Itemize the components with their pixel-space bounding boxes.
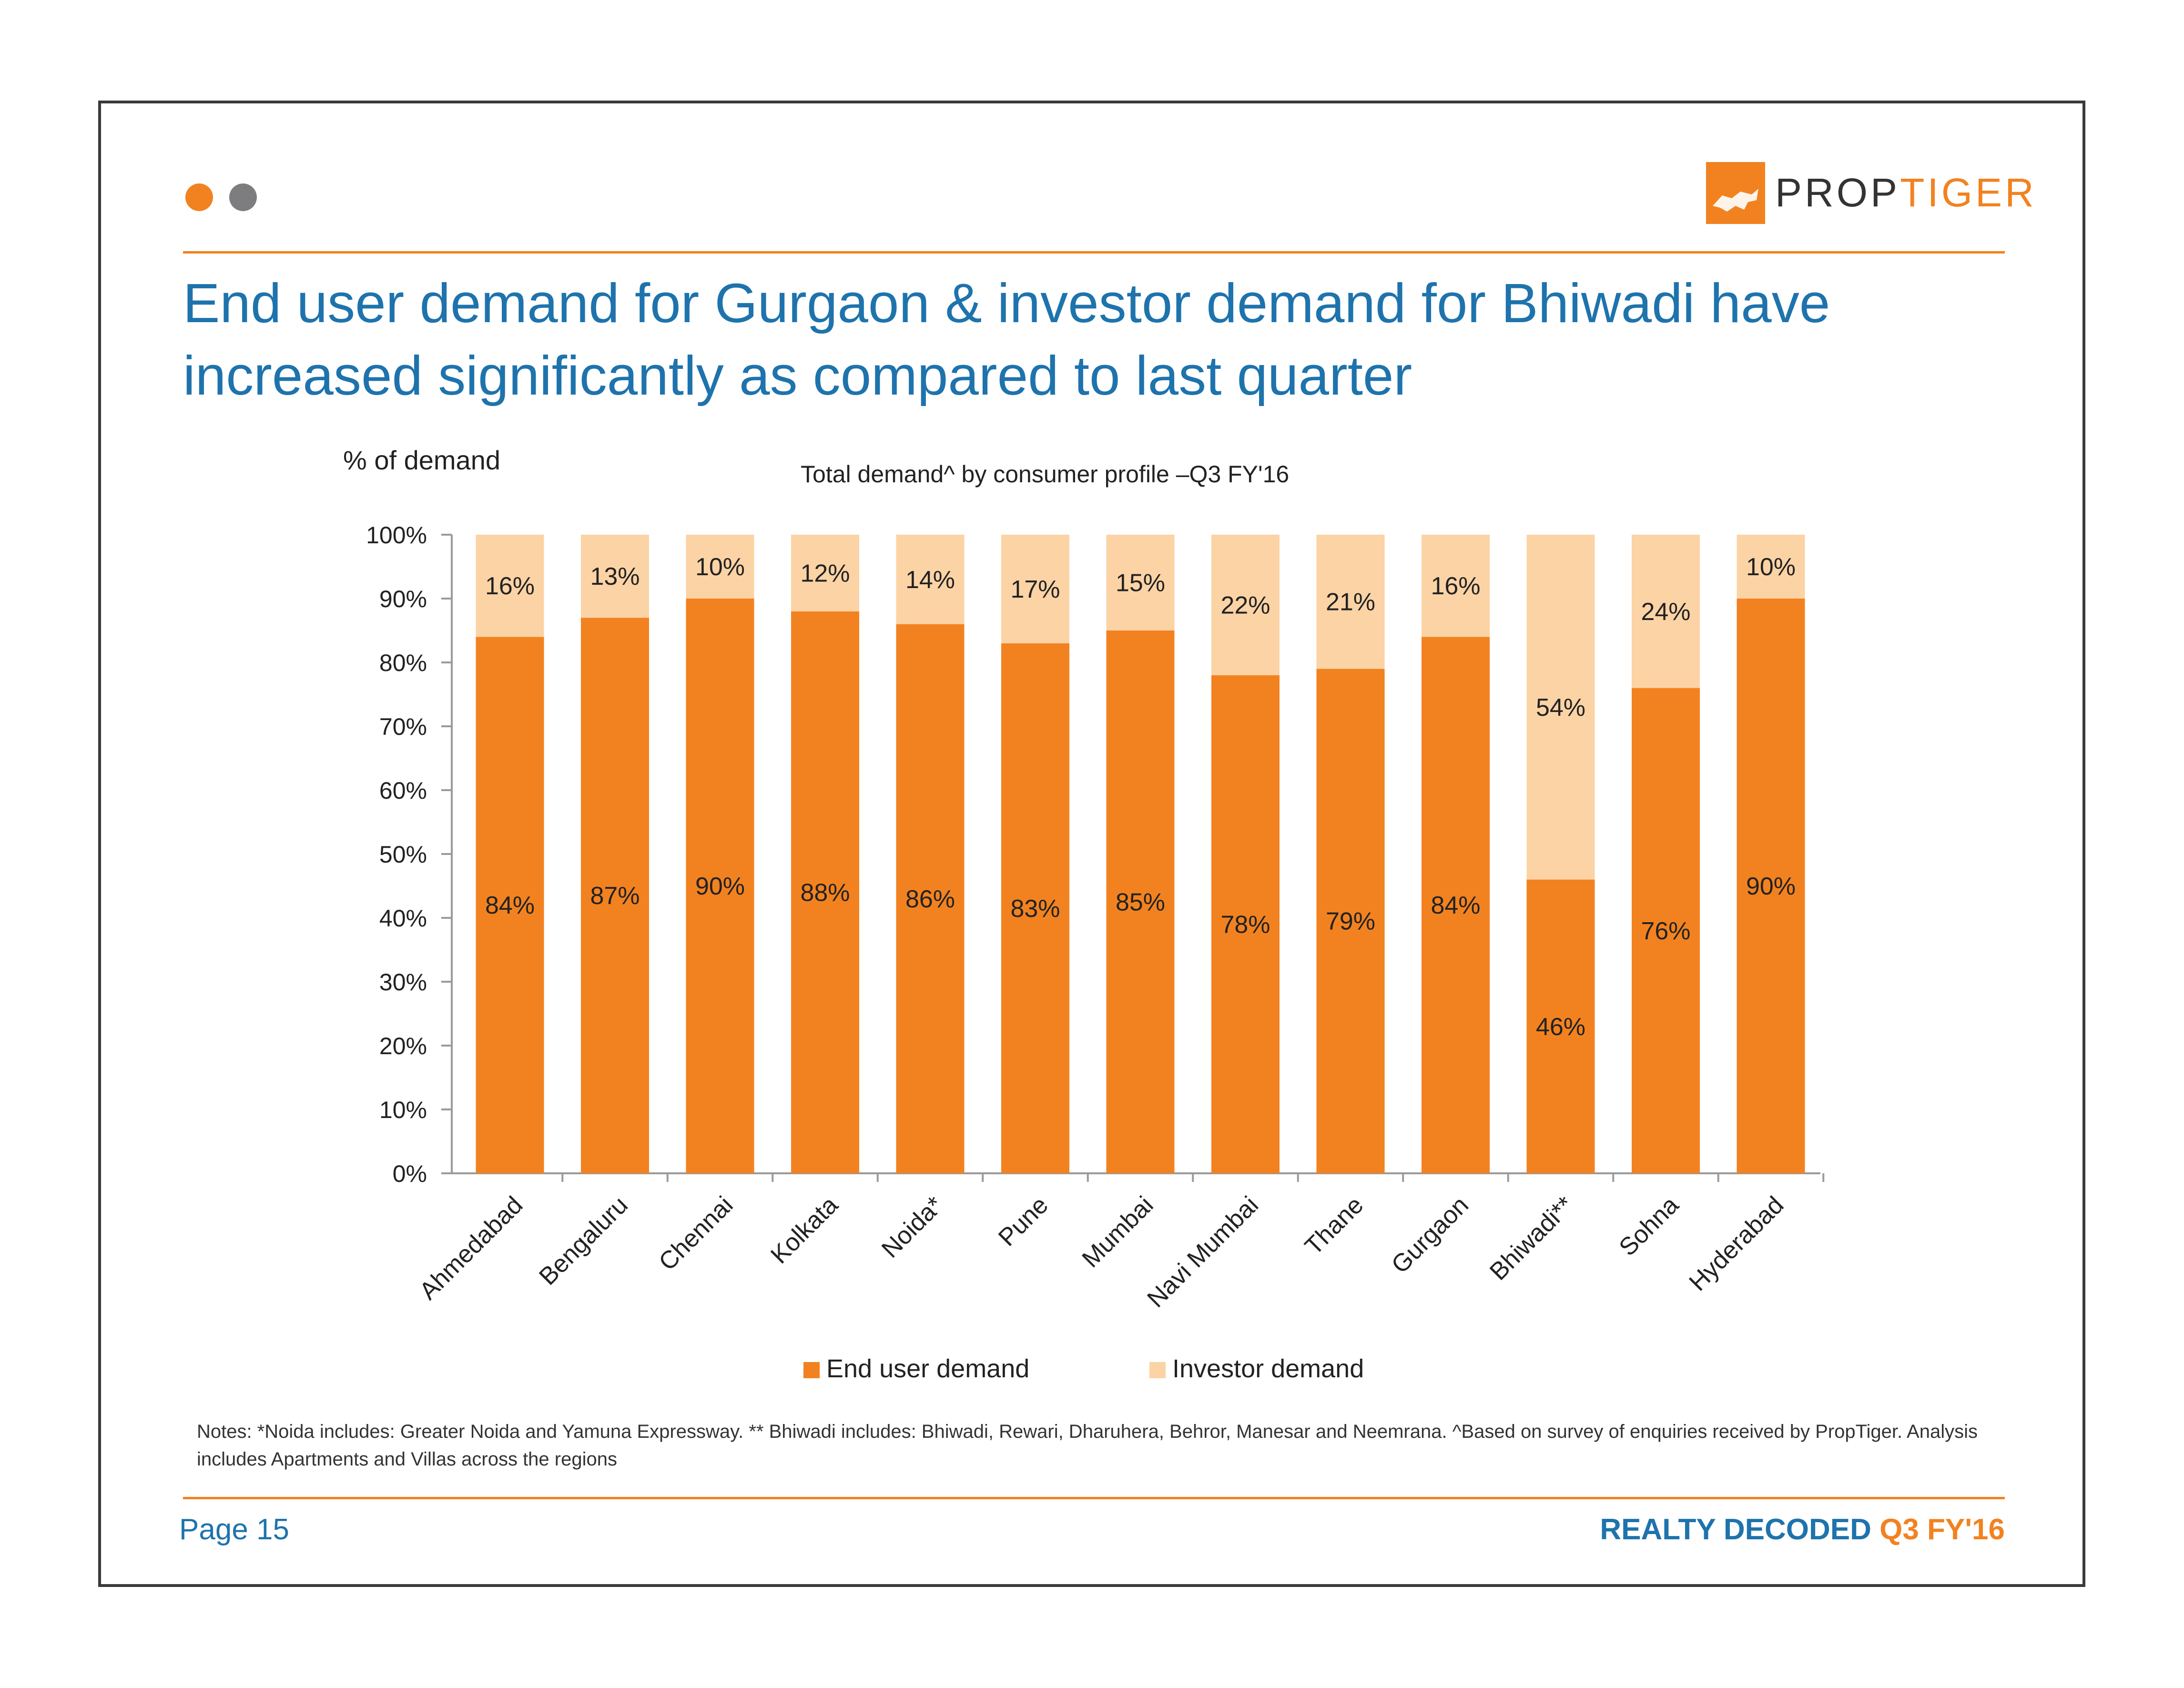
y-tick-label: 80% bbox=[379, 650, 427, 676]
category-label: Chennai bbox=[653, 1191, 738, 1276]
category-label: Kolkata bbox=[765, 1191, 843, 1269]
bar-investor bbox=[1106, 535, 1175, 630]
chart-notes: Notes: *Noida includes: Greater Noida an… bbox=[197, 1421, 1978, 1470]
bar-end-user bbox=[581, 618, 649, 1173]
category-label: Ahmedabad bbox=[414, 1191, 528, 1305]
data-label-end-user: 76% bbox=[1641, 917, 1690, 945]
data-label-end-user: 79% bbox=[1326, 908, 1375, 936]
data-label-investor: 10% bbox=[695, 553, 745, 581]
data-label-end-user: 83% bbox=[1010, 895, 1060, 923]
bar-investor bbox=[1422, 535, 1490, 637]
bar-investor bbox=[476, 535, 544, 637]
data-label-investor: 54% bbox=[1536, 694, 1585, 722]
category-label: Pune bbox=[993, 1191, 1054, 1251]
brand-logo-text: PROPTIGER bbox=[1775, 170, 2037, 215]
y-axis-label: % of demand bbox=[343, 445, 500, 475]
data-label-end-user: 84% bbox=[1431, 892, 1480, 919]
bar-end-user bbox=[1422, 637, 1490, 1173]
data-label-investor: 12% bbox=[800, 559, 850, 587]
footer-brand: REALTY DECODED Q3 FY'16 bbox=[1600, 1513, 2005, 1546]
y-tick-label: 50% bbox=[379, 841, 427, 868]
y-tick-label: 70% bbox=[379, 713, 427, 740]
data-label-end-user: 84% bbox=[485, 892, 535, 919]
chart-title: Total demand^ by consumer profile –Q3 FY… bbox=[801, 461, 1289, 488]
grey-dot-icon bbox=[229, 183, 257, 211]
bar-end-user bbox=[791, 611, 859, 1173]
bar-investor bbox=[1316, 535, 1385, 669]
data-label-investor: 13% bbox=[590, 563, 640, 590]
data-label-investor: 10% bbox=[1746, 553, 1796, 581]
bar-end-user bbox=[1526, 879, 1595, 1173]
data-label-end-user: 78% bbox=[1220, 911, 1270, 938]
y-tick-label: 60% bbox=[379, 777, 427, 804]
bar-investor bbox=[1001, 535, 1069, 643]
bar-investor bbox=[1737, 535, 1805, 599]
bar-end-user bbox=[1211, 675, 1280, 1173]
data-label-end-user: 90% bbox=[695, 873, 745, 900]
data-label-end-user: 85% bbox=[1116, 889, 1165, 916]
legend-label: End user demand bbox=[826, 1354, 1029, 1383]
y-tick-label: 20% bbox=[379, 1033, 427, 1059]
y-tick-label: 30% bbox=[379, 969, 427, 996]
category-label: Hyderabad bbox=[1684, 1191, 1789, 1296]
bar-investor bbox=[791, 535, 859, 611]
data-label-investor: 16% bbox=[485, 572, 535, 600]
bar-investor bbox=[1632, 535, 1700, 688]
legend-swatch bbox=[1149, 1362, 1166, 1378]
category-label: Thane bbox=[1300, 1191, 1369, 1260]
data-label-end-user: 90% bbox=[1746, 873, 1796, 900]
y-tick-label: 90% bbox=[379, 586, 427, 612]
data-label-investor: 15% bbox=[1116, 569, 1165, 597]
y-tick-label: 10% bbox=[379, 1097, 427, 1123]
legend-swatch bbox=[803, 1362, 820, 1378]
category-label: Mumbai bbox=[1077, 1191, 1159, 1273]
data-label-end-user: 88% bbox=[800, 879, 850, 906]
data-label-investor: 17% bbox=[1010, 576, 1060, 603]
category-label: Sohna bbox=[1614, 1191, 1684, 1261]
bar-end-user bbox=[1001, 643, 1069, 1173]
bar-investor bbox=[1526, 535, 1595, 880]
category-label: Noida* bbox=[876, 1191, 948, 1263]
bar-end-user bbox=[1737, 599, 1805, 1173]
legend-label: Investor demand bbox=[1172, 1354, 1364, 1383]
header-rule bbox=[183, 251, 2005, 254]
category-label: Bengaluru bbox=[534, 1191, 633, 1291]
orange-dot-icon bbox=[185, 183, 213, 211]
data-label-investor: 21% bbox=[1326, 589, 1375, 616]
data-label-end-user: 86% bbox=[905, 885, 955, 913]
data-label-investor: 22% bbox=[1220, 591, 1270, 619]
tiger-logo-icon bbox=[1706, 162, 1765, 224]
category-label: Navi Mumbai bbox=[1142, 1191, 1264, 1313]
data-label-end-user: 87% bbox=[590, 882, 640, 910]
data-label-investor: 24% bbox=[1641, 598, 1690, 626]
bar-investor bbox=[1211, 535, 1280, 675]
data-label-investor: 14% bbox=[905, 566, 955, 594]
page-number: Page 15 bbox=[179, 1513, 289, 1546]
y-tick-label: 100% bbox=[366, 522, 427, 549]
y-tick-label: 40% bbox=[379, 905, 427, 932]
bar-end-user bbox=[686, 599, 754, 1173]
category-label: Bhiwadi** bbox=[1484, 1191, 1579, 1285]
data-label-investor: 16% bbox=[1431, 572, 1480, 600]
bar-end-user bbox=[1316, 669, 1385, 1173]
bar-investor bbox=[896, 535, 965, 624]
bar-end-user bbox=[1106, 630, 1175, 1173]
footer-rule bbox=[183, 1497, 2005, 1499]
bar-investor bbox=[686, 535, 754, 599]
bar-end-user bbox=[896, 624, 965, 1173]
category-label: Gurgaon bbox=[1386, 1191, 1474, 1279]
slide-frame bbox=[98, 101, 2085, 1587]
bar-investor bbox=[581, 535, 649, 618]
bar-end-user bbox=[476, 637, 544, 1173]
bar-end-user bbox=[1632, 688, 1700, 1173]
y-tick-label: 0% bbox=[393, 1160, 427, 1187]
page-title: End user demand for Gurgaon & investor d… bbox=[183, 272, 1830, 407]
data-label-end-user: 46% bbox=[1536, 1013, 1585, 1041]
